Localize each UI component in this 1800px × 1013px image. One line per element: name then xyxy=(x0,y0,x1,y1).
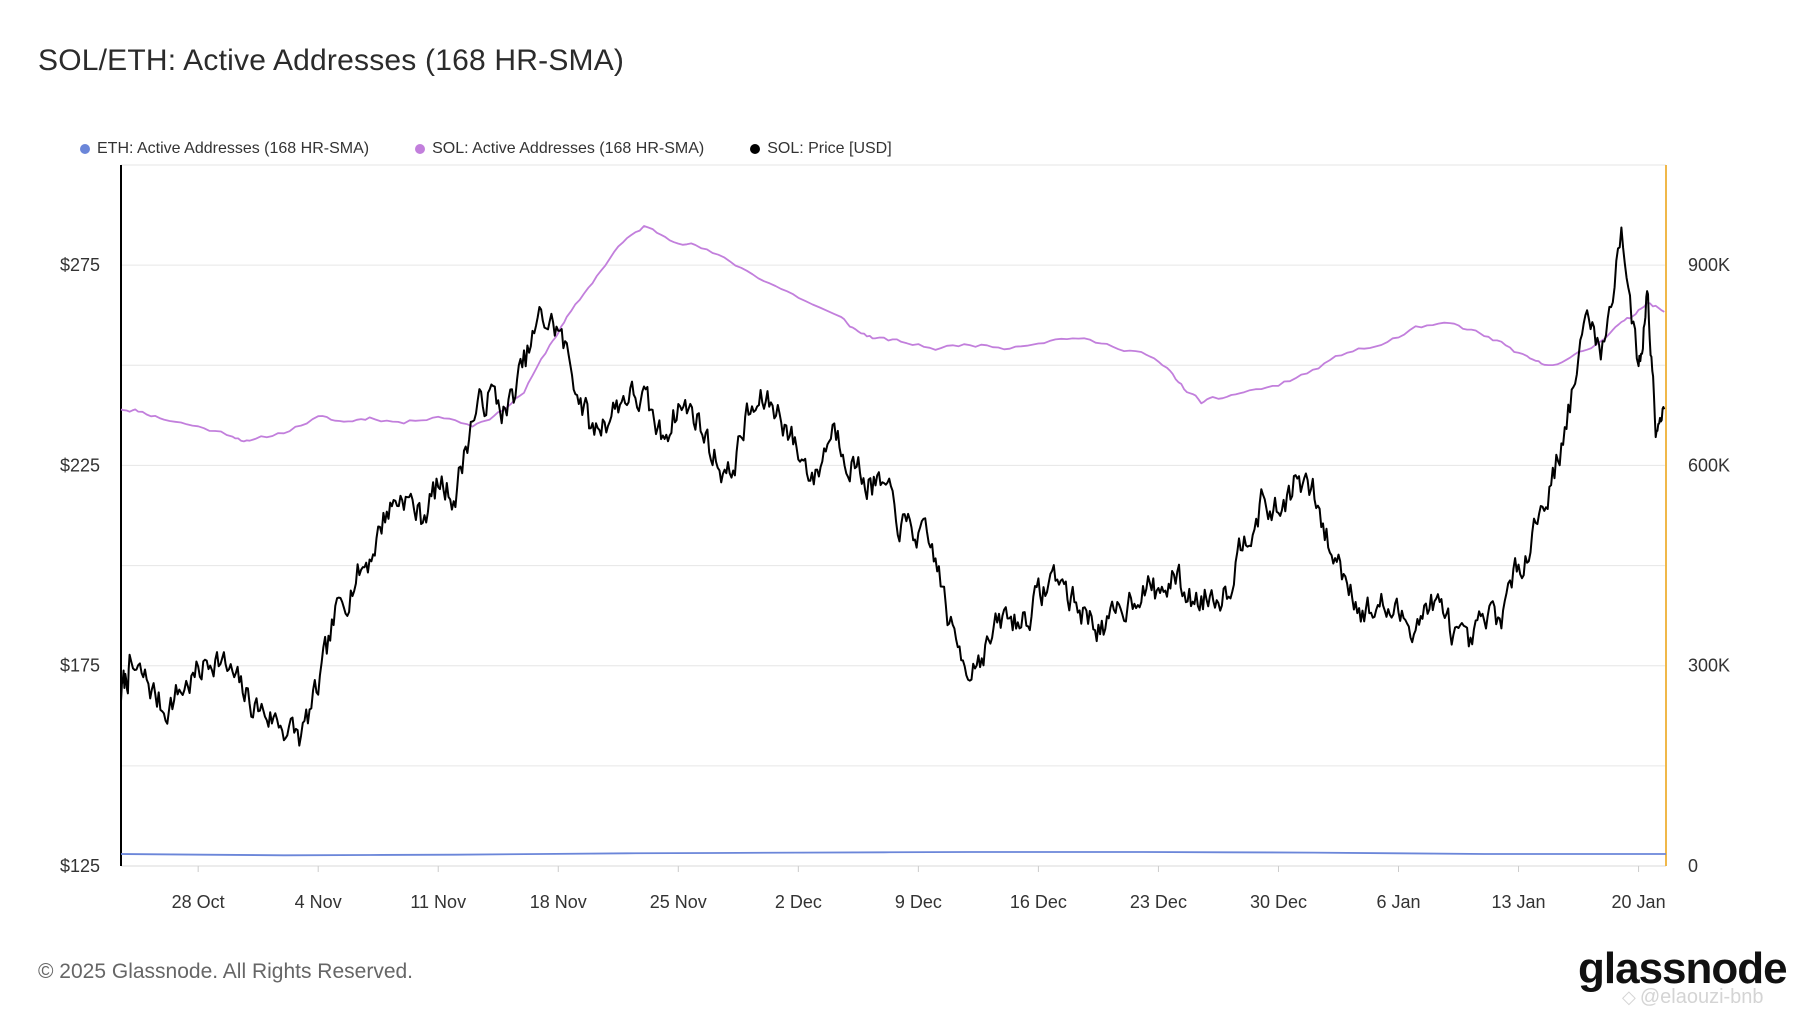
left-tick-label: $175 xyxy=(60,656,100,676)
legend-marker-sol-price xyxy=(750,144,761,154)
gridlines xyxy=(121,164,1666,767)
glassnode-logo: glassnode xyxy=(1578,944,1788,993)
left-tick-label: $225 xyxy=(60,455,100,475)
x-tick-label: 13 Jan xyxy=(1492,892,1546,912)
x-tick-label: 4 Nov xyxy=(295,892,342,912)
x-tick-label: 6 Jan xyxy=(1376,892,1420,912)
watermark: ◇ @elaouzi-bnb xyxy=(1622,986,1764,1009)
chart-title: SOL/ETH: Active Addresses (168 HR-SMA) xyxy=(38,44,625,77)
watermark-text: @elaouzi-bnb xyxy=(1639,986,1764,1008)
legend-label-sol-active: SOL: Active Addresses (168 HR-SMA) xyxy=(432,140,705,157)
binance-diamond-icon: ◇ xyxy=(1622,987,1636,1007)
series-line-0 xyxy=(120,851,1666,857)
legend-marker-sol-active xyxy=(415,144,426,154)
x-tick-label: 9 Dec xyxy=(895,892,942,912)
series-lines xyxy=(120,225,1666,857)
axes xyxy=(120,165,1667,872)
tick-labels: $125 $175 $225 $275 0 300K 600K 900K 28 Oct 4 Nov… xyxy=(60,255,1730,912)
x-tick-label: 18 Nov xyxy=(530,892,587,912)
x-tick-label: 16 Dec xyxy=(1010,892,1067,912)
x-tick-label: 25 Nov xyxy=(650,892,707,912)
legend-item-sol-price[interactable]: SOL: Price [USD] xyxy=(750,140,892,158)
x-tick-label: 28 Oct xyxy=(172,892,225,912)
legend-label-sol-price: SOL: Price [USD] xyxy=(767,140,892,157)
left-tick-label: $125 xyxy=(60,856,100,876)
legend-item-sol-active[interactable]: SOL: Active Addresses (168 HR-SMA) xyxy=(415,140,704,158)
left-tick-label: $275 xyxy=(60,255,100,275)
right-tick-label: 600K xyxy=(1688,455,1730,475)
series-line-2 xyxy=(120,226,1666,747)
x-tick-label: 11 Nov xyxy=(410,892,466,912)
right-tick-label: 900K xyxy=(1688,255,1730,275)
legend-item-eth-active[interactable]: ETH: Active Addresses (168 HR-SMA) xyxy=(80,140,369,158)
legend-label-eth: ETH: Active Addresses (168 HR-SMA) xyxy=(97,140,370,157)
x-tick-label: 23 Dec xyxy=(1130,892,1187,912)
right-tick-label: 300K xyxy=(1688,656,1730,676)
copyright-text: © 2025 Glassnode. All Rights Reserved. xyxy=(38,960,414,983)
legend-marker-eth xyxy=(80,144,90,154)
x-tick-label: 20 Jan xyxy=(1612,892,1666,912)
x-tick-label: 30 Dec xyxy=(1250,892,1307,912)
x-tick-label: 2 Dec xyxy=(775,892,822,912)
series-line-1 xyxy=(120,225,1665,443)
legend: ETH: Active Addresses (168 HR-SMA) SOL: … xyxy=(80,140,892,158)
right-tick-label: 0 xyxy=(1688,856,1698,876)
